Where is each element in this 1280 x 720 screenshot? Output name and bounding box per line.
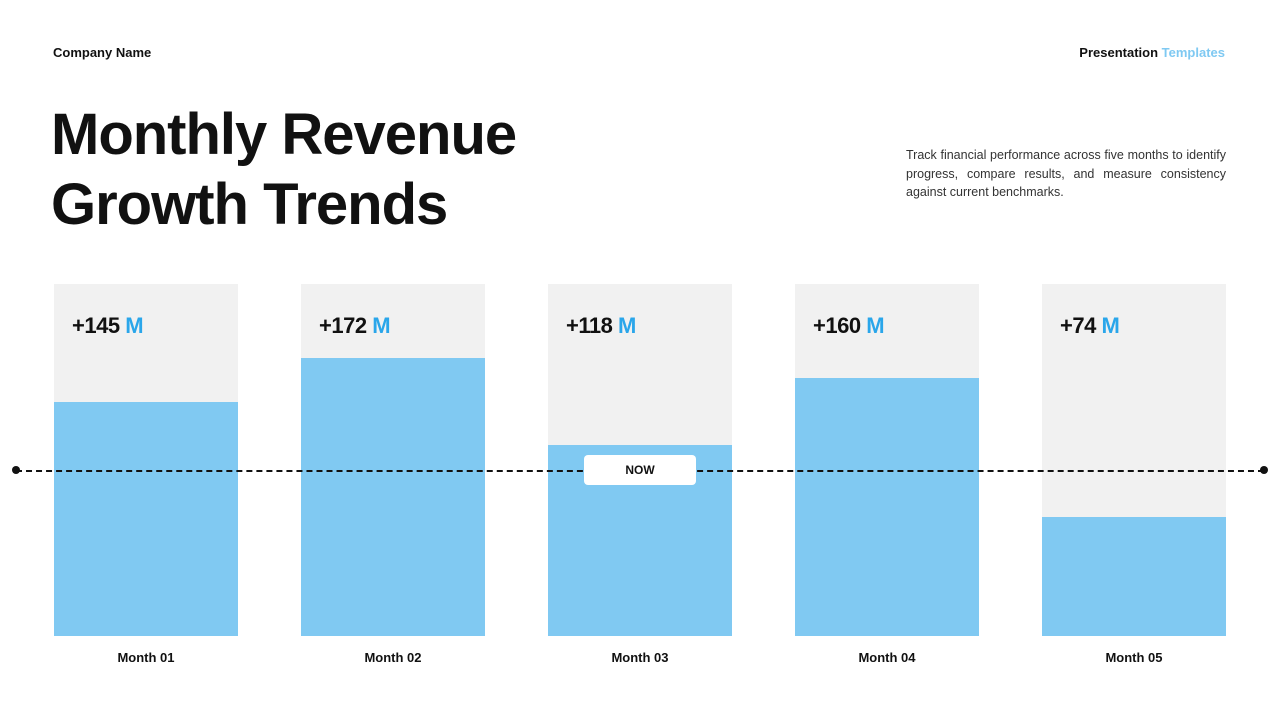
category-label-1: Month 01 [117, 650, 175, 665]
data-label-unit: M [125, 313, 144, 338]
category-label-4: Month 04 [858, 650, 916, 665]
company-name: Company Name [53, 45, 152, 60]
data-label-unit: M [866, 313, 885, 338]
brand-label: Presentation Templates [1079, 45, 1225, 60]
data-label-value: +74 [1060, 313, 1096, 338]
reference-line-start-dot [12, 466, 20, 474]
category-label-5: Month 05 [1105, 650, 1163, 665]
bar-4 [795, 377, 979, 636]
data-label-1: +145 M [72, 313, 144, 339]
data-label-unit: M [1101, 313, 1120, 338]
category-label-3: Month 03 [611, 650, 669, 665]
bar-2 [301, 358, 485, 636]
data-label-unit: M [617, 313, 636, 338]
data-label-value: +160 [813, 313, 861, 338]
bar-5 [1042, 516, 1226, 636]
now-badge: NOW [584, 455, 696, 485]
data-label-unit: M [372, 313, 391, 338]
data-label-value: +118 [566, 313, 613, 338]
category-label-2: Month 02 [364, 650, 422, 665]
title-line-1: Monthly Revenue [51, 102, 517, 167]
data-label-5: +74 M [1060, 313, 1120, 339]
data-label-value: +172 [319, 313, 367, 338]
data-label-2: +172 M [319, 313, 391, 339]
page-title: Monthly Revenue Growth Trends [51, 100, 517, 240]
title-line-2: Growth Trends [51, 172, 448, 237]
data-label-3: +118 M [566, 313, 636, 339]
reference-line-end-dot [1260, 466, 1268, 474]
bar-1 [54, 401, 238, 636]
description: Track financial performance across five … [906, 148, 1226, 199]
data-label-4: +160 M [813, 313, 885, 339]
brand-accent: Templates [1161, 45, 1225, 60]
data-label-value: +145 [72, 313, 120, 338]
brand-main: Presentation [1079, 45, 1159, 60]
